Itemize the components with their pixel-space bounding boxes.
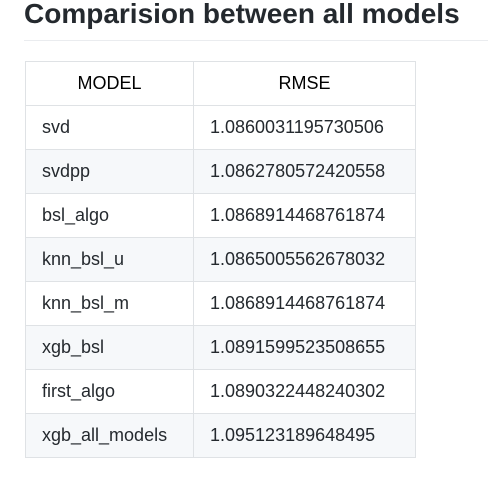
- rmse-cell: 1.0890322448240302: [193, 369, 416, 414]
- table-row: knn_bsl_m 1.0868914468761874: [25, 281, 416, 326]
- model-cell: svdpp: [25, 149, 194, 194]
- table-row: knn_bsl_u 1.0865005562678032: [25, 237, 416, 282]
- rmse-cell: 1.0865005562678032: [193, 237, 416, 282]
- table-row: xgb_bsl 1.0891599523508655: [25, 325, 416, 370]
- table-header-row: MODEL RMSE: [25, 61, 416, 106]
- rmse-cell: 1.0862780572420558: [193, 149, 416, 194]
- table-row: first_algo 1.0890322448240302: [25, 369, 416, 414]
- model-comparison-table: MODEL RMSE svd 1.0860031195730506 svdpp …: [25, 61, 416, 458]
- rmse-cell: 1.0868914468761874: [193, 281, 416, 326]
- table-row: xgb_all_models 1.095123189648495: [25, 413, 416, 458]
- model-cell: first_algo: [25, 369, 194, 414]
- column-header-rmse: RMSE: [193, 61, 416, 106]
- page-title: Comparision between all models: [24, 0, 460, 29]
- rmse-cell: 1.0891599523508655: [193, 325, 416, 370]
- model-cell: xgb_all_models: [25, 413, 194, 458]
- rmse-cell: 1.0868914468761874: [193, 193, 416, 238]
- model-cell: bsl_algo: [25, 193, 194, 238]
- model-cell: knn_bsl_m: [25, 281, 194, 326]
- table-row: svd 1.0860031195730506: [25, 105, 416, 150]
- rmse-cell: 1.0860031195730506: [193, 105, 416, 150]
- heading-divider: [24, 40, 488, 41]
- rmse-cell: 1.095123189648495: [193, 413, 416, 458]
- model-cell: knn_bsl_u: [25, 237, 194, 282]
- model-cell: xgb_bsl: [25, 325, 194, 370]
- table-row: bsl_algo 1.0868914468761874: [25, 193, 416, 238]
- model-cell: svd: [25, 105, 194, 150]
- table-row: svdpp 1.0862780572420558: [25, 149, 416, 194]
- column-header-model: MODEL: [25, 61, 194, 106]
